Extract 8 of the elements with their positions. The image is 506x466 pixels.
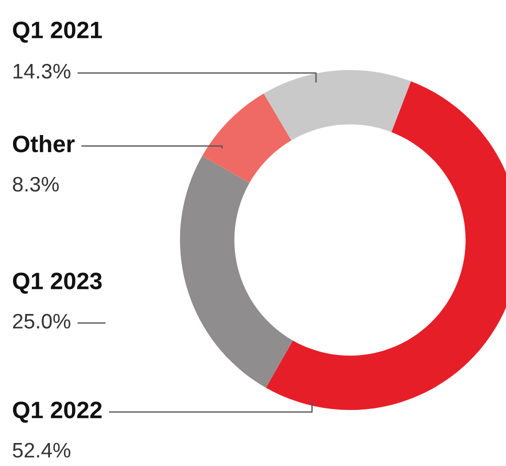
data-label: 14.3% (14, 64, 70, 79)
data-label: 8.3% (12, 176, 59, 192)
data-label: 52.4% (12, 442, 70, 458)
slice-label: Q1 2021 (12, 22, 102, 43)
data-label: 25.0% (13, 314, 70, 329)
slice-label: Q1 2022 (12, 402, 102, 423)
slice-label: Q1 2023 (12, 272, 102, 294)
slice-label: Other (12, 134, 75, 152)
